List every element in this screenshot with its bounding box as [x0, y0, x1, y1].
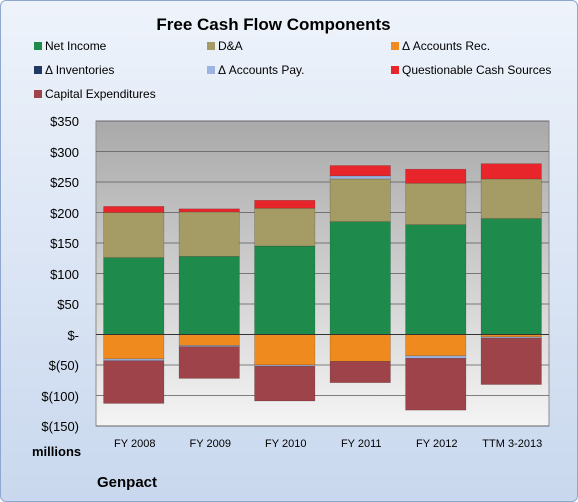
legend-swatch: [34, 90, 42, 98]
bar-segment--accounts-rec-: [405, 334, 467, 357]
x-tick-label: FY 2009: [189, 438, 231, 450]
bar-segment--accounts-rec-: [103, 334, 165, 360]
legend-item: Net Income: [34, 39, 106, 53]
y-tick-label: $50: [57, 297, 79, 312]
legend-label: Net Income: [45, 39, 107, 53]
x-tick-label: FY 2010: [265, 438, 307, 450]
x-tick-label: FY 2012: [416, 438, 458, 450]
unit-label: millions: [32, 444, 82, 459]
y-tick-label: $150: [50, 236, 79, 251]
bar-segment-questionable-cash-sources: [329, 165, 391, 177]
legend-item: Δ Accounts Rec.: [391, 39, 490, 53]
bar-segment-capital-expenditures: [405, 357, 467, 411]
bar-segment-capital-expenditures: [178, 346, 240, 379]
y-tick-label: $250: [50, 175, 79, 190]
bar-segment--accounts-pay-: [329, 175, 391, 180]
bar-segment-capital-expenditures: [329, 361, 391, 383]
bar-segment-net-income: [480, 218, 542, 335]
y-tick-label: $300: [50, 144, 79, 160]
bar-segment-d-a: [178, 211, 240, 257]
y-tick-label: $-: [67, 327, 79, 343]
legend-swatch: [207, 42, 215, 50]
bar-segment-questionable-cash-sources: [178, 208, 240, 213]
bar-segment-d-a: [103, 212, 165, 258]
bar-segment-capital-expenditures: [254, 365, 316, 402]
bar-segment-d-a: [480, 178, 542, 219]
legend-label: Δ Accounts Rec.: [402, 39, 491, 53]
x-tick-label: FY 2008: [114, 438, 156, 450]
x-tick-label: TTM 3-2013: [482, 438, 543, 450]
bar-segment--accounts-rec-: [329, 334, 391, 362]
bar-segment-net-income: [405, 224, 467, 335]
legend-swatch: [34, 42, 42, 50]
legend-label: Δ Inventories: [45, 63, 115, 77]
x-tick-label: FY 2011: [340, 438, 382, 450]
bar-segment--accounts-pay-: [405, 355, 467, 359]
y-tick-label: $(50): [48, 358, 79, 373]
bar-segment--accounts-rec-: [178, 334, 240, 346]
bar-segment-net-income: [103, 257, 165, 335]
bar-segment--accounts-pay-: [103, 358, 165, 362]
legend-item: Δ Accounts Pay.: [207, 63, 305, 77]
legend-swatch: [34, 66, 42, 74]
legend-label: Δ Accounts Pay.: [218, 63, 305, 77]
bar-segment--accounts-rec-: [254, 334, 316, 366]
bar-segment-d-a: [405, 182, 467, 226]
legend-item: D&A: [207, 39, 243, 53]
bar-segment-questionable-cash-sources: [103, 206, 165, 213]
y-tick-label: $100: [50, 266, 79, 282]
legend-swatch: [391, 42, 399, 50]
y-tick-label: $(150): [41, 419, 79, 434]
bar-segment-questionable-cash-sources: [480, 163, 542, 180]
legend-swatch: [391, 66, 399, 74]
bar-segment-questionable-cash-sources: [254, 200, 316, 209]
legend-label: Questionable Cash Sources: [402, 63, 552, 77]
legend-item: Δ Inventories: [34, 63, 114, 77]
legend-swatch: [207, 66, 215, 74]
bar-segment-d-a: [254, 207, 316, 247]
legend-label: Capital Expenditures: [45, 87, 156, 101]
y-tick-label: $200: [50, 205, 79, 221]
bar-segment-net-income: [329, 221, 391, 335]
chart-title: Free Cash Flow Components: [156, 15, 391, 34]
y-tick-label: $(100): [41, 388, 79, 404]
bar-segment-capital-expenditures: [480, 337, 542, 385]
legend-item: Capital Expenditures: [34, 87, 156, 101]
legend-item: Questionable Cash Sources: [391, 63, 551, 77]
bar-segment-capital-expenditures: [103, 360, 165, 404]
y-tick-label: $350: [50, 114, 79, 129]
company-name: Genpact: [97, 474, 158, 491]
bar-segment-net-income: [178, 256, 240, 335]
legend-label: D&A: [218, 39, 243, 53]
bar-segment-net-income: [254, 245, 316, 335]
bar-segment-d-a: [329, 178, 391, 222]
bar-segment-questionable-cash-sources: [405, 168, 467, 184]
